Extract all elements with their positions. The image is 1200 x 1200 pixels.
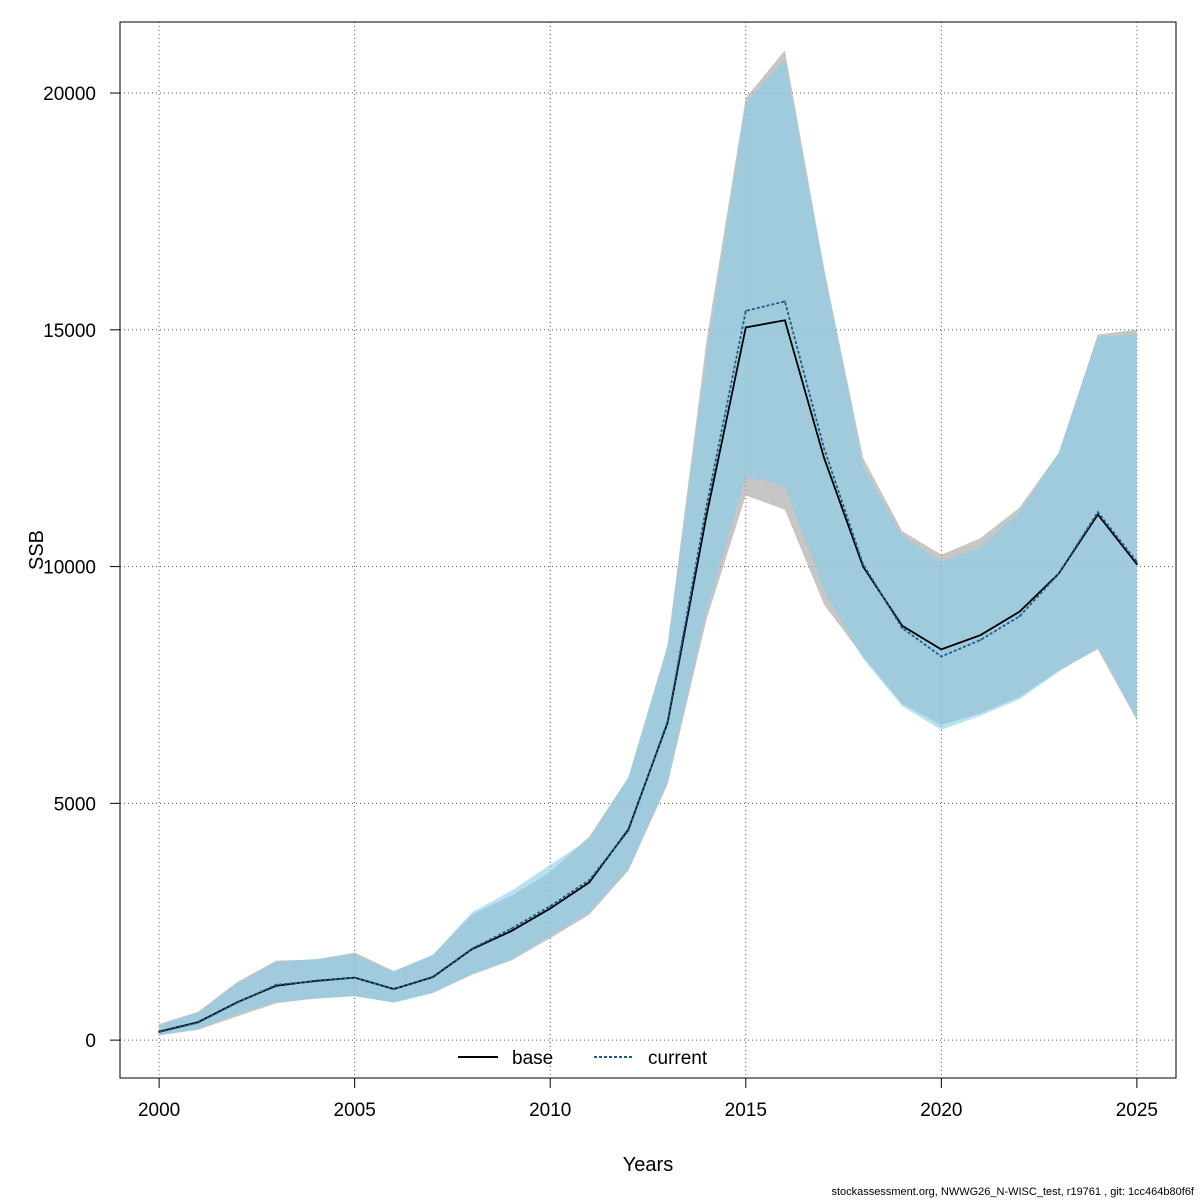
data-point-current-2012 [627,829,630,832]
legend-label-base: base [512,1048,553,1069]
x-tick-label-2025: 2025 [1116,1100,1158,1121]
data-point-current-2010 [549,905,552,908]
series-line-current [158,300,1138,1033]
data-point-current-2011 [588,879,591,881]
data-point-base-2017 [823,456,825,459]
data-point-base-2013 [666,721,669,724]
y-tick-label-10000: 10000 [43,558,96,579]
data-point-current-2013 [666,720,669,723]
data-point-current-2002 [236,1001,239,1004]
x-tick-label-2010: 2010 [529,1100,571,1121]
data-point-current-2000 [158,1031,161,1033]
data-point-current-2007 [431,975,434,978]
legend-label-current: current [648,1048,708,1069]
data-point-current-2024 [1096,511,1099,514]
data-point-base-2010 [549,907,552,910]
footer-credit: stockassessment.org, NWWG26_N-WISC_test,… [831,1186,1194,1198]
data-point-current-2018 [862,563,865,566]
data-point-base-2016 [783,319,786,322]
x-tick-label-2005: 2005 [334,1100,376,1121]
data-point-current-2004 [314,980,317,983]
data-point-current-2003 [275,983,278,986]
data-point-base-2025 [1135,563,1138,566]
x-axis-title: Years [623,1154,673,1176]
y-tick-label-0: 0 [85,1031,96,1052]
y-tick-label-5000: 5000 [54,794,96,815]
data-point-base-2022 [1018,610,1021,613]
data-point-base-2011 [588,881,591,884]
data-point-current-2005 [353,976,356,979]
data-point-base-2020 [940,648,943,651]
data-point-current-2023 [1057,572,1060,575]
data-point-current-2022 [1018,615,1021,618]
x-tick-label-2015: 2015 [725,1100,767,1121]
data-point-current-2001 [197,1021,200,1024]
data-point-current-2016 [783,300,786,303]
data-point-current-2025 [1135,560,1138,563]
y-tick-label-20000: 20000 [43,84,96,105]
legend: base current [458,1048,708,1069]
data-point-current-2019 [901,627,904,630]
data-point-current-2017 [823,447,825,450]
y-tick-label-15000: 15000 [43,321,96,342]
x-tick-label-2000: 2000 [138,1100,180,1121]
confidence-band-current [159,59,1137,1036]
data-point-current-2020 [940,655,943,658]
data-point-current-2006 [392,988,395,990]
data-point-current-2021 [979,639,982,641]
y-axis: 0 5000 10000 15000 20000 [43,84,121,1052]
data-point-base-2009 [510,930,513,933]
data-point-current-2009 [510,927,513,930]
y-axis-title: SSB [26,530,48,570]
series-lines [158,300,1138,1033]
data-point-current-2014 [705,504,708,506]
data-point-current-2008 [471,947,473,950]
x-tick-label-2020: 2020 [920,1100,962,1121]
data-point-base-2021 [979,634,982,637]
data-point-current-2015 [744,309,747,312]
confidence-bands [159,50,1137,1036]
data-point-base-2014 [705,513,708,516]
x-axis: 2000 2005 2010 2015 2020 2025 [138,1077,1158,1121]
data-point-base-2015 [744,326,747,329]
